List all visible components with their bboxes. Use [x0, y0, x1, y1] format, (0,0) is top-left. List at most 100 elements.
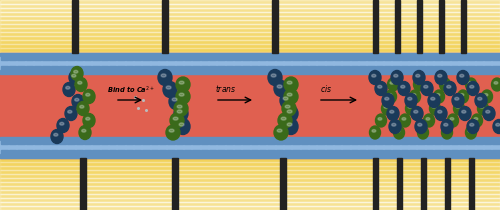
Ellipse shape	[287, 81, 292, 84]
Bar	[80, 158, 86, 210]
Bar	[17, 150, 24, 155]
Bar	[92, 150, 100, 155]
Bar	[176, 150, 183, 155]
Ellipse shape	[408, 106, 412, 108]
Bar	[350, 150, 358, 155]
Bar	[26, 150, 33, 155]
Ellipse shape	[280, 92, 294, 109]
Bar	[250, 55, 258, 60]
Ellipse shape	[441, 119, 453, 134]
Bar	[359, 55, 366, 60]
Bar	[234, 139, 241, 144]
Bar	[450, 139, 458, 144]
Ellipse shape	[414, 78, 424, 91]
Bar	[9, 150, 16, 155]
Bar	[92, 55, 100, 60]
Bar	[309, 55, 316, 60]
Bar	[0, 72, 500, 76]
Bar	[484, 55, 491, 60]
Ellipse shape	[384, 106, 388, 108]
Ellipse shape	[287, 123, 292, 126]
Bar	[0, 190, 500, 194]
Ellipse shape	[82, 129, 86, 132]
Bar	[359, 66, 366, 71]
Ellipse shape	[408, 97, 412, 100]
Bar	[317, 55, 324, 60]
Ellipse shape	[438, 110, 442, 113]
Ellipse shape	[416, 81, 420, 84]
Bar	[134, 66, 141, 71]
Bar	[434, 66, 441, 71]
Ellipse shape	[442, 81, 446, 84]
Ellipse shape	[411, 106, 423, 121]
Ellipse shape	[161, 74, 166, 77]
Ellipse shape	[400, 85, 405, 88]
Ellipse shape	[54, 133, 58, 136]
Ellipse shape	[388, 94, 392, 96]
Ellipse shape	[446, 85, 451, 88]
Bar	[34, 55, 41, 60]
Ellipse shape	[179, 81, 184, 84]
Text: $cis$: $cis$	[320, 83, 332, 94]
Ellipse shape	[173, 117, 178, 120]
Bar	[259, 55, 266, 60]
Bar	[217, 139, 224, 144]
Bar	[59, 150, 66, 155]
Bar	[400, 150, 408, 155]
Bar	[326, 66, 333, 71]
Bar	[242, 55, 250, 60]
Bar	[0, 55, 8, 60]
Ellipse shape	[468, 81, 472, 84]
Bar	[200, 150, 208, 155]
Ellipse shape	[454, 97, 459, 100]
Bar	[0, 52, 500, 158]
Bar	[72, 0, 78, 52]
Bar	[184, 55, 191, 60]
Ellipse shape	[376, 114, 386, 127]
Bar	[67, 139, 74, 144]
Ellipse shape	[283, 97, 288, 100]
Bar	[184, 139, 191, 144]
Ellipse shape	[416, 74, 420, 77]
Bar	[159, 66, 166, 71]
Ellipse shape	[421, 81, 433, 96]
Bar	[417, 55, 424, 60]
Bar	[276, 55, 283, 60]
Ellipse shape	[281, 117, 286, 120]
Bar	[192, 66, 200, 71]
Bar	[0, 182, 500, 186]
Ellipse shape	[458, 90, 468, 103]
Bar	[34, 66, 41, 71]
Bar	[292, 55, 300, 60]
Bar	[459, 150, 466, 155]
Bar	[242, 150, 250, 155]
Bar	[100, 55, 108, 60]
Bar	[409, 55, 416, 60]
Ellipse shape	[438, 74, 442, 77]
Bar	[259, 150, 266, 155]
Ellipse shape	[169, 129, 174, 132]
Bar	[459, 55, 466, 60]
Bar	[300, 55, 308, 60]
Ellipse shape	[428, 93, 440, 108]
Bar	[17, 55, 24, 60]
Ellipse shape	[406, 102, 416, 115]
Ellipse shape	[418, 126, 428, 139]
Bar	[284, 66, 291, 71]
Bar	[109, 139, 116, 144]
Bar	[67, 66, 74, 71]
Bar	[0, 48, 500, 52]
Ellipse shape	[278, 113, 292, 128]
Ellipse shape	[79, 126, 91, 139]
Bar	[192, 139, 200, 144]
Bar	[317, 150, 324, 155]
Bar	[376, 150, 383, 155]
Bar	[100, 139, 108, 144]
Ellipse shape	[405, 93, 417, 108]
Bar	[259, 139, 266, 144]
Bar	[159, 139, 166, 144]
Ellipse shape	[472, 114, 482, 127]
Bar	[142, 139, 150, 144]
Ellipse shape	[450, 118, 454, 120]
Bar	[0, 4, 500, 8]
